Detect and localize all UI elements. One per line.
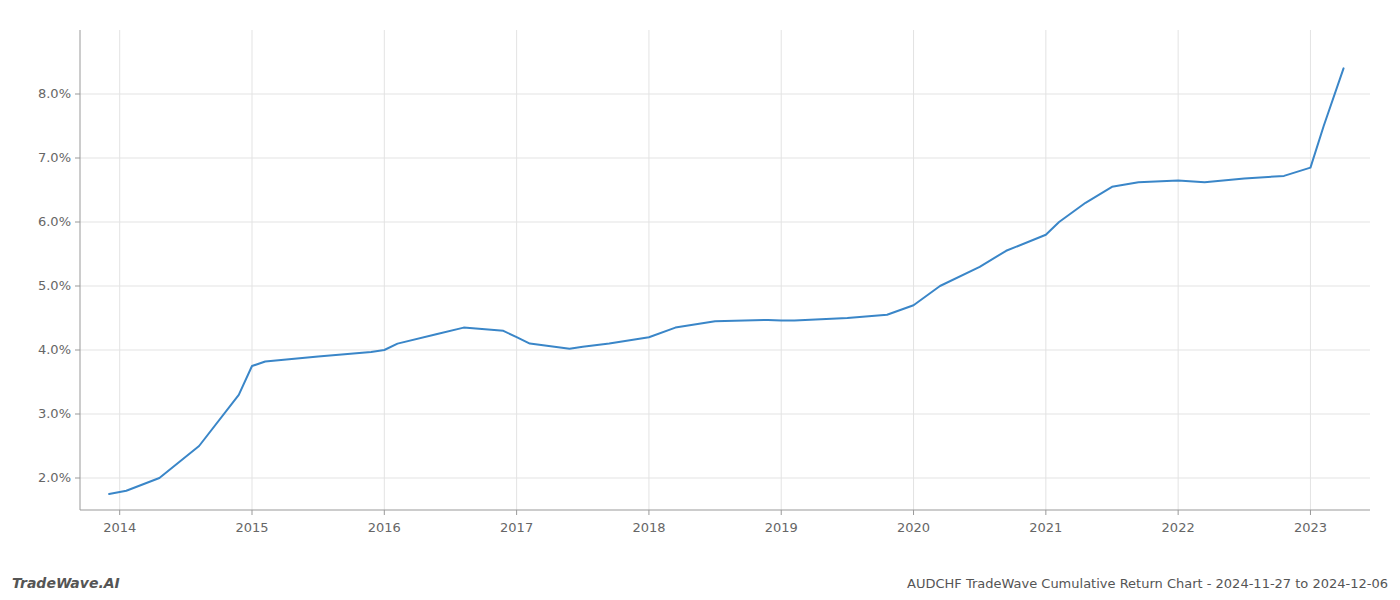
- y-tick-label: 7.0%: [38, 150, 71, 165]
- y-tick: [75, 158, 80, 159]
- y-grid-line: [80, 222, 1370, 223]
- x-axis-line: [80, 510, 1370, 511]
- y-tick-label: 4.0%: [38, 342, 71, 357]
- x-grid-line: [1045, 30, 1046, 510]
- x-tick-label: 2023: [1294, 520, 1327, 535]
- x-tick: [1310, 510, 1311, 515]
- grid: [80, 30, 1370, 510]
- y-tick-label: 2.0%: [38, 470, 71, 485]
- axes: 2.0% 3.0% 4.0% 5.0% 6.0% 7.0% 8.0% 2014 2015 2016…: [38, 30, 1370, 535]
- y-tick: [75, 350, 80, 351]
- x-tick-label: 2019: [765, 520, 798, 535]
- x-tick: [252, 510, 253, 515]
- y-tick: [75, 414, 80, 415]
- line: [109, 68, 1343, 494]
- x-tick-label: 2020: [897, 520, 930, 535]
- y-tick-label: 8.0%: [38, 86, 71, 101]
- chart: 2.0% 3.0% 4.0% 5.0% 6.0% 7.0% 8.0% 2014 2015 2016…: [0, 0, 1400, 600]
- x-tick-label: 2016: [368, 520, 401, 535]
- y-grid-line: [80, 478, 1370, 479]
- x-grid-line: [913, 30, 914, 510]
- x-grid-line: [781, 30, 782, 510]
- x-tick: [1045, 510, 1046, 515]
- x-grid-line: [648, 30, 649, 510]
- y-tick: [75, 94, 80, 95]
- x-tick-label: 2018: [632, 520, 665, 535]
- x-tick: [119, 510, 120, 515]
- x-tick-label: 2015: [235, 520, 268, 535]
- x-tick: [913, 510, 914, 515]
- y-tick-label: 3.0%: [38, 406, 71, 421]
- y-tick: [75, 478, 80, 479]
- y-axis-line: [80, 30, 81, 510]
- x-grid-line: [1178, 30, 1179, 510]
- x-tick: [384, 510, 385, 515]
- x-grid-line: [384, 30, 385, 510]
- y-tick-label: 5.0%: [38, 278, 71, 293]
- y-grid-line: [80, 286, 1370, 287]
- background: [0, 0, 1400, 600]
- x-tick: [1178, 510, 1179, 515]
- x-tick: [516, 510, 517, 515]
- plot-area: [109, 68, 1343, 494]
- x-grid-line: [1310, 30, 1311, 510]
- y-grid-line: [80, 350, 1370, 351]
- watermark: TradeWave.AI: [12, 575, 120, 591]
- y-grid-line: [80, 414, 1370, 415]
- y-tick: [75, 222, 80, 223]
- y-tick-label: 6.0%: [38, 214, 71, 229]
- y-tick: [75, 286, 80, 287]
- y-grid-line: [80, 158, 1370, 159]
- x-grid-line: [516, 30, 517, 510]
- x-tick-label: 2022: [1162, 520, 1195, 535]
- x-grid-line: [252, 30, 253, 510]
- x-tick: [781, 510, 782, 515]
- x-grid-line: [119, 30, 120, 510]
- x-tick: [648, 510, 649, 515]
- x-tick-label: 2021: [1029, 520, 1062, 535]
- x-tick-label: 2017: [500, 520, 533, 535]
- y-grid-line: [80, 94, 1370, 95]
- x-tick-label: 2014: [103, 520, 136, 535]
- title: AUDCHF TradeWave Cumulative Return Chart…: [907, 576, 1388, 591]
